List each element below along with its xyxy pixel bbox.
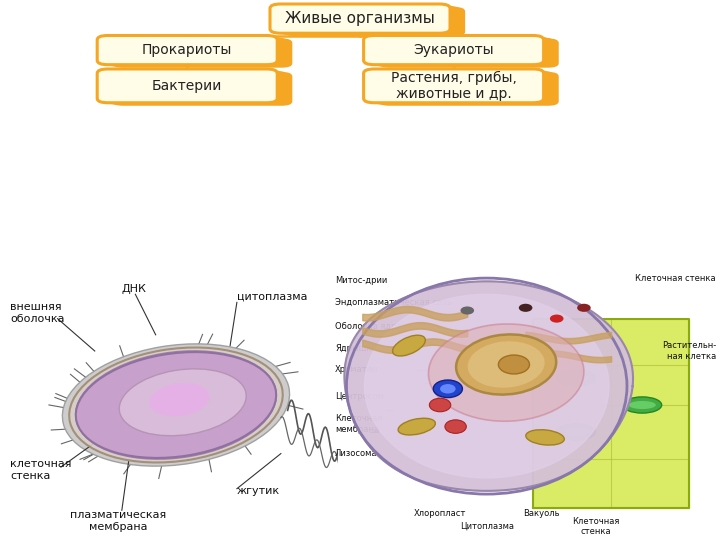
FancyBboxPatch shape	[107, 71, 287, 105]
FancyBboxPatch shape	[369, 70, 549, 104]
Ellipse shape	[550, 314, 564, 323]
FancyBboxPatch shape	[102, 70, 282, 104]
Text: цитоплазма: цитоплазма	[237, 292, 307, 302]
Ellipse shape	[498, 355, 529, 374]
Text: Хлоропласт: Хлоропласт	[414, 509, 467, 517]
Text: Эндоплазматическая сеть: Эндоплазматическая сеть	[335, 298, 452, 307]
Text: внешняя
оболочка: внешняя оболочка	[10, 302, 65, 324]
FancyBboxPatch shape	[275, 5, 455, 34]
Text: Клеточная
мембрана: Клеточная мембрана	[335, 414, 382, 434]
FancyBboxPatch shape	[369, 37, 549, 66]
FancyBboxPatch shape	[379, 72, 559, 106]
Ellipse shape	[392, 335, 426, 356]
Text: Хроматин: Хроматин	[335, 366, 379, 374]
Text: жгутик: жгутик	[237, 487, 280, 496]
Ellipse shape	[456, 334, 557, 395]
FancyBboxPatch shape	[107, 37, 287, 66]
Text: Растения, грибы,
животные и др.: Растения, грибы, животные и др.	[391, 71, 516, 101]
Ellipse shape	[562, 374, 590, 382]
Ellipse shape	[63, 344, 289, 466]
FancyBboxPatch shape	[364, 36, 544, 65]
Text: Бактерии: Бактерии	[152, 79, 222, 93]
Text: Эукариоты: Эукариоты	[413, 43, 494, 57]
Text: Клеточная
стенка: Клеточная стенка	[572, 517, 619, 536]
FancyBboxPatch shape	[97, 69, 277, 103]
Ellipse shape	[149, 383, 210, 416]
Ellipse shape	[562, 428, 590, 436]
Ellipse shape	[429, 399, 451, 411]
Ellipse shape	[557, 424, 595, 440]
Ellipse shape	[629, 401, 656, 409]
Text: Ядрышко: Ядрышко	[335, 344, 377, 353]
Text: Оболочка ядра: Оболочка ядра	[335, 322, 402, 331]
Ellipse shape	[440, 384, 456, 394]
FancyBboxPatch shape	[112, 38, 292, 68]
Ellipse shape	[445, 420, 467, 433]
Ellipse shape	[519, 303, 532, 312]
Ellipse shape	[69, 348, 283, 462]
Text: Цитоплазма: Цитоплазма	[460, 522, 514, 531]
Ellipse shape	[526, 430, 564, 445]
Ellipse shape	[468, 341, 544, 388]
FancyBboxPatch shape	[112, 72, 292, 106]
FancyBboxPatch shape	[280, 6, 460, 35]
Ellipse shape	[76, 352, 276, 458]
FancyBboxPatch shape	[364, 69, 544, 103]
Ellipse shape	[120, 369, 246, 436]
Ellipse shape	[557, 370, 595, 386]
FancyBboxPatch shape	[374, 71, 554, 105]
Text: Центросом: Центросом	[335, 393, 384, 401]
Text: Клеточная стенка: Клеточная стенка	[636, 274, 716, 282]
FancyBboxPatch shape	[374, 37, 554, 66]
Text: Прокариоты: Прокариоты	[142, 43, 233, 57]
Text: ДНК: ДНК	[122, 284, 147, 294]
Text: Живые организмы: Живые организмы	[285, 11, 435, 26]
Text: Вакуоль: Вакуоль	[523, 509, 559, 517]
Text: Митос-дрии: Митос-дрии	[335, 276, 387, 285]
Ellipse shape	[623, 397, 662, 413]
Text: плазматическая
мембрана: плазматическая мембрана	[71, 510, 166, 532]
Polygon shape	[534, 319, 689, 508]
FancyBboxPatch shape	[285, 7, 465, 36]
FancyBboxPatch shape	[97, 36, 277, 65]
Text: Растительн-
ная клетка: Растительн- ная клетка	[662, 341, 716, 361]
Text: клеточная
стенка: клеточная стенка	[10, 459, 72, 481]
Ellipse shape	[428, 324, 584, 421]
Ellipse shape	[398, 418, 436, 435]
Text: Лизосома: Лизосома	[335, 449, 377, 458]
FancyBboxPatch shape	[379, 38, 559, 68]
Ellipse shape	[76, 351, 276, 459]
FancyBboxPatch shape	[270, 4, 450, 33]
Polygon shape	[344, 281, 633, 491]
Ellipse shape	[433, 380, 462, 397]
Ellipse shape	[577, 303, 590, 312]
Polygon shape	[364, 294, 609, 478]
FancyBboxPatch shape	[102, 37, 282, 66]
Ellipse shape	[83, 355, 269, 455]
Ellipse shape	[461, 306, 474, 314]
